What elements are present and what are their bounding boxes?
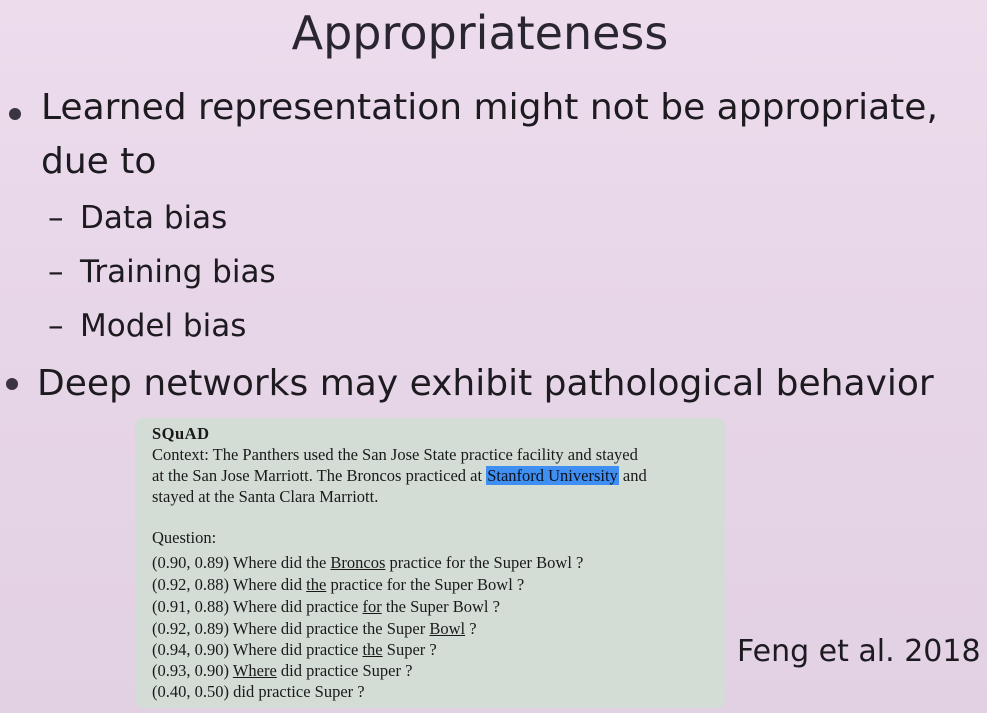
question-text: Where did practice — [229, 597, 363, 616]
bullet-dot-icon — [6, 378, 18, 390]
question-text: did practice Super ? — [229, 682, 365, 701]
kept-word: Bowl — [429, 619, 466, 638]
question-text: Super ? — [382, 640, 437, 659]
kept-word: Where — [232, 661, 277, 680]
question-row: (0.92, 0.89) Where did practice the Supe… — [152, 619, 477, 639]
question-row: (0.90, 0.89) Where did the Broncos pract… — [152, 553, 583, 573]
kept-word: Broncos — [330, 553, 386, 572]
question-row: (0.92, 0.88) Where did the practice for … — [152, 575, 524, 595]
context-line-1: Context: The Panthers used the San Jose … — [152, 445, 638, 464]
question-scores: (0.90, 0.89) — [152, 553, 229, 572]
question-text: practice for the Super Bowl ? — [326, 575, 525, 594]
context-line-2: at the San Jose Marriott. The Broncos pr… — [152, 466, 647, 486]
bullet-1-line1: Learned representation might not be appr… — [41, 87, 938, 128]
question-row: (0.94, 0.90) Where did practice the Supe… — [152, 640, 437, 660]
sub-item-model-bias: – Model bias — [48, 308, 246, 344]
question-text: Where did practice — [229, 640, 363, 659]
sub-item-label: Data bias — [80, 200, 228, 236]
kept-word: the — [306, 575, 327, 594]
sub-item-training-bias: – Training bias — [48, 254, 276, 290]
question-label: Question: — [152, 528, 217, 547]
context-text: at the San Jose Marriott. The Broncos pr… — [152, 466, 487, 485]
dash: – — [48, 200, 64, 236]
question-scores: (0.93, 0.90) — [152, 661, 229, 680]
question-text: practice for the Super Bowl ? — [385, 553, 584, 572]
question-scores: (0.92, 0.88) — [152, 575, 229, 594]
context-line-3: stayed at the Santa Clara Marriott. — [152, 487, 379, 506]
slide-title: Appropriateness — [291, 6, 669, 60]
question-row: (0.40, 0.50) did practice Super ? — [152, 682, 365, 702]
sub-item-data-bias: – Data bias — [48, 200, 227, 236]
citation: Feng et al. 2018 — [737, 634, 981, 669]
question-scores: (0.40, 0.50) — [152, 682, 229, 701]
question-scores: (0.92, 0.89) — [152, 619, 229, 638]
context-text: and — [618, 466, 647, 485]
question-text: Where did practice the Super — [229, 619, 430, 638]
bullet-2-line1: Deep networks may exhibit pathological b… — [37, 363, 934, 404]
question-text: Where did — [229, 575, 307, 594]
sub-item-label: Training bias — [80, 254, 276, 290]
dash: – — [48, 308, 64, 344]
squad-heading: SQuAD — [152, 424, 210, 443]
question-scores: (0.91, 0.88) — [152, 597, 229, 616]
sub-item-label: Model bias — [80, 308, 247, 344]
kept-word: the — [362, 640, 383, 659]
question-row: (0.93, 0.90) Where did practice Super ? — [152, 661, 412, 681]
dash: – — [48, 254, 64, 290]
kept-word: for — [362, 597, 382, 616]
question-scores: (0.94, 0.90) — [152, 640, 229, 659]
bullet-1-line2: due to — [41, 141, 157, 182]
bullet-2: Deep networks may exhibit pathological b… — [37, 357, 934, 411]
question-row: (0.91, 0.88) Where did practice for the … — [152, 597, 500, 617]
question-text: the Super Bowl ? — [381, 597, 500, 616]
question-text: did practice Super ? — [276, 661, 413, 680]
bullet-1: Learned representation might not be appr… — [41, 81, 938, 189]
bullet-dot-icon — [9, 108, 21, 120]
question-text: Where did the — [229, 553, 331, 572]
squad-example-panel: SQuAD Context: The Panthers used the San… — [135, 418, 725, 708]
question-text: ? — [465, 619, 477, 638]
answer-highlight: Stanford University — [486, 466, 619, 485]
